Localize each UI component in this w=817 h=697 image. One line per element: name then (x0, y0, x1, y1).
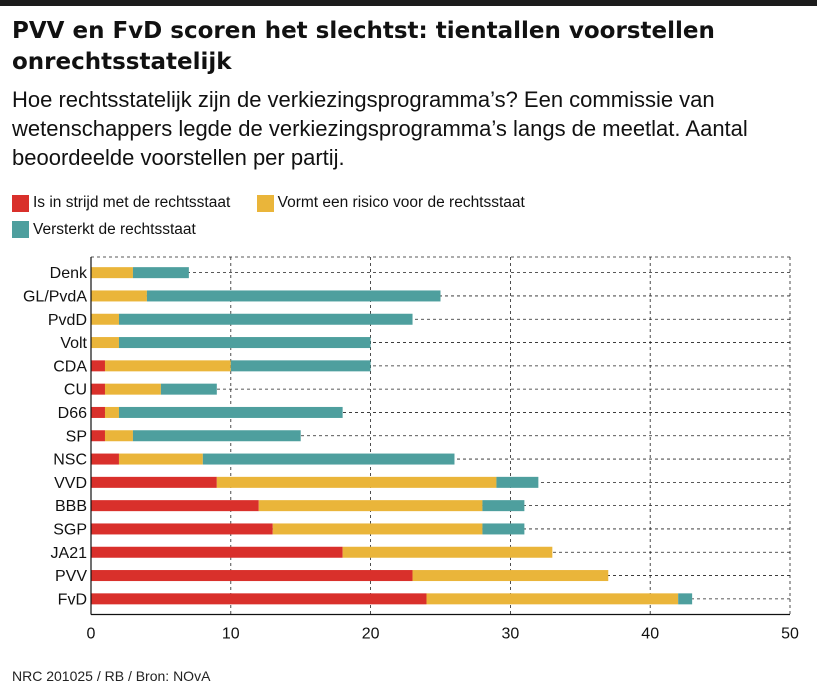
category-label: PVV (55, 568, 87, 585)
bar-segment (160, 383, 217, 395)
bar-segment (118, 313, 413, 325)
chart-title: PVV en FvD scoren het slechtst: tientall… (12, 18, 715, 75)
category-label: PvdD (48, 312, 87, 329)
bar-segment (91, 523, 273, 535)
x-tick-label: 0 (87, 626, 96, 643)
x-tick-label: 10 (222, 626, 240, 643)
category-label: CDA (53, 358, 87, 375)
bar-segment (258, 500, 483, 512)
bar-segment (91, 406, 105, 418)
bar-segment (91, 546, 343, 558)
bar-segment (132, 267, 189, 279)
bar-segment (678, 593, 693, 605)
legend: Is in strijd met de rechtsstaat Vormt ee… (12, 192, 807, 245)
bar-segment (482, 500, 525, 512)
bar-segment (216, 476, 497, 488)
category-label: GL/PvdA (23, 288, 87, 305)
bar-segment (104, 360, 231, 372)
bar-segment (426, 593, 679, 605)
category-label: Volt (60, 335, 87, 352)
bar-segment (230, 360, 371, 372)
bar-segment (91, 593, 427, 605)
bar-segment (118, 406, 343, 418)
bar-chart: Denk GL/PvdA PvdD Volt CDA CU D66 SP NSC VVD BBB SG… (23, 256, 799, 643)
legend-label-versterkt: Versterkt de rechtsstaat (33, 220, 196, 238)
legend-swatch-versterkt (12, 221, 29, 238)
category-label: VVD (54, 475, 87, 492)
bar-segment (342, 546, 553, 558)
bar-segment (118, 453, 203, 465)
bar-segment (132, 430, 301, 442)
category-label: CU (64, 382, 87, 399)
legend-swatch-strijd (12, 194, 29, 212)
bar-segment (91, 453, 119, 465)
bar-segment (104, 406, 119, 418)
category-label: NSC (53, 452, 87, 469)
legend-item-versterkt: Versterkt de rechtsstaat (12, 219, 196, 241)
category-label: JA21 (51, 545, 88, 562)
legend-label-strijd: Is in strijd met de rechtsstaat (33, 194, 231, 211)
bar-segment (91, 570, 413, 582)
category-label: BBB (55, 498, 87, 515)
category-label: D66 (58, 405, 87, 422)
category-label: SGP (53, 521, 87, 538)
bar-segment (412, 570, 609, 582)
legend-swatch-risico (256, 194, 274, 212)
bar-segment (91, 383, 105, 395)
bar-segment (91, 500, 259, 512)
chart-subtitle: Hoe rechtsstatelijk zijn de verkiezingsp… (12, 87, 748, 170)
bar-segment (91, 267, 133, 279)
category-label: Denk (50, 265, 88, 282)
source-footer: NRC 201025 / RB / Bron: NOvA (12, 668, 211, 684)
bar-segment (104, 383, 161, 395)
bar-segment (118, 337, 371, 349)
bar-segment (91, 337, 119, 349)
bar-segment (202, 453, 455, 465)
legend-label-risico: Vormt een risico voor de rechtsstaat (277, 194, 525, 211)
legend-item-strijd: Is in strijd met de rechtsstaat (12, 192, 230, 214)
bar-segment (91, 313, 119, 325)
category-label: SP (66, 428, 87, 445)
bar-segment (91, 290, 147, 302)
bar-segment (91, 360, 105, 372)
category-label: FvD (58, 591, 87, 608)
legend-item-risico: Vormt een risico voor de rechtsstaat (256, 192, 525, 214)
bar-segment (146, 290, 441, 302)
x-tick-label: 20 (362, 626, 380, 643)
bar-segment (272, 523, 483, 535)
bar-segment (91, 430, 105, 442)
bar-segment (496, 476, 539, 488)
top-rule (0, 0, 817, 6)
x-tick-label: 40 (641, 626, 659, 643)
bar-segment (104, 430, 133, 442)
bar-segment (482, 523, 525, 535)
x-tick-label: 50 (781, 626, 799, 643)
x-tick-label: 30 (502, 626, 520, 643)
bar-segment (91, 476, 217, 488)
